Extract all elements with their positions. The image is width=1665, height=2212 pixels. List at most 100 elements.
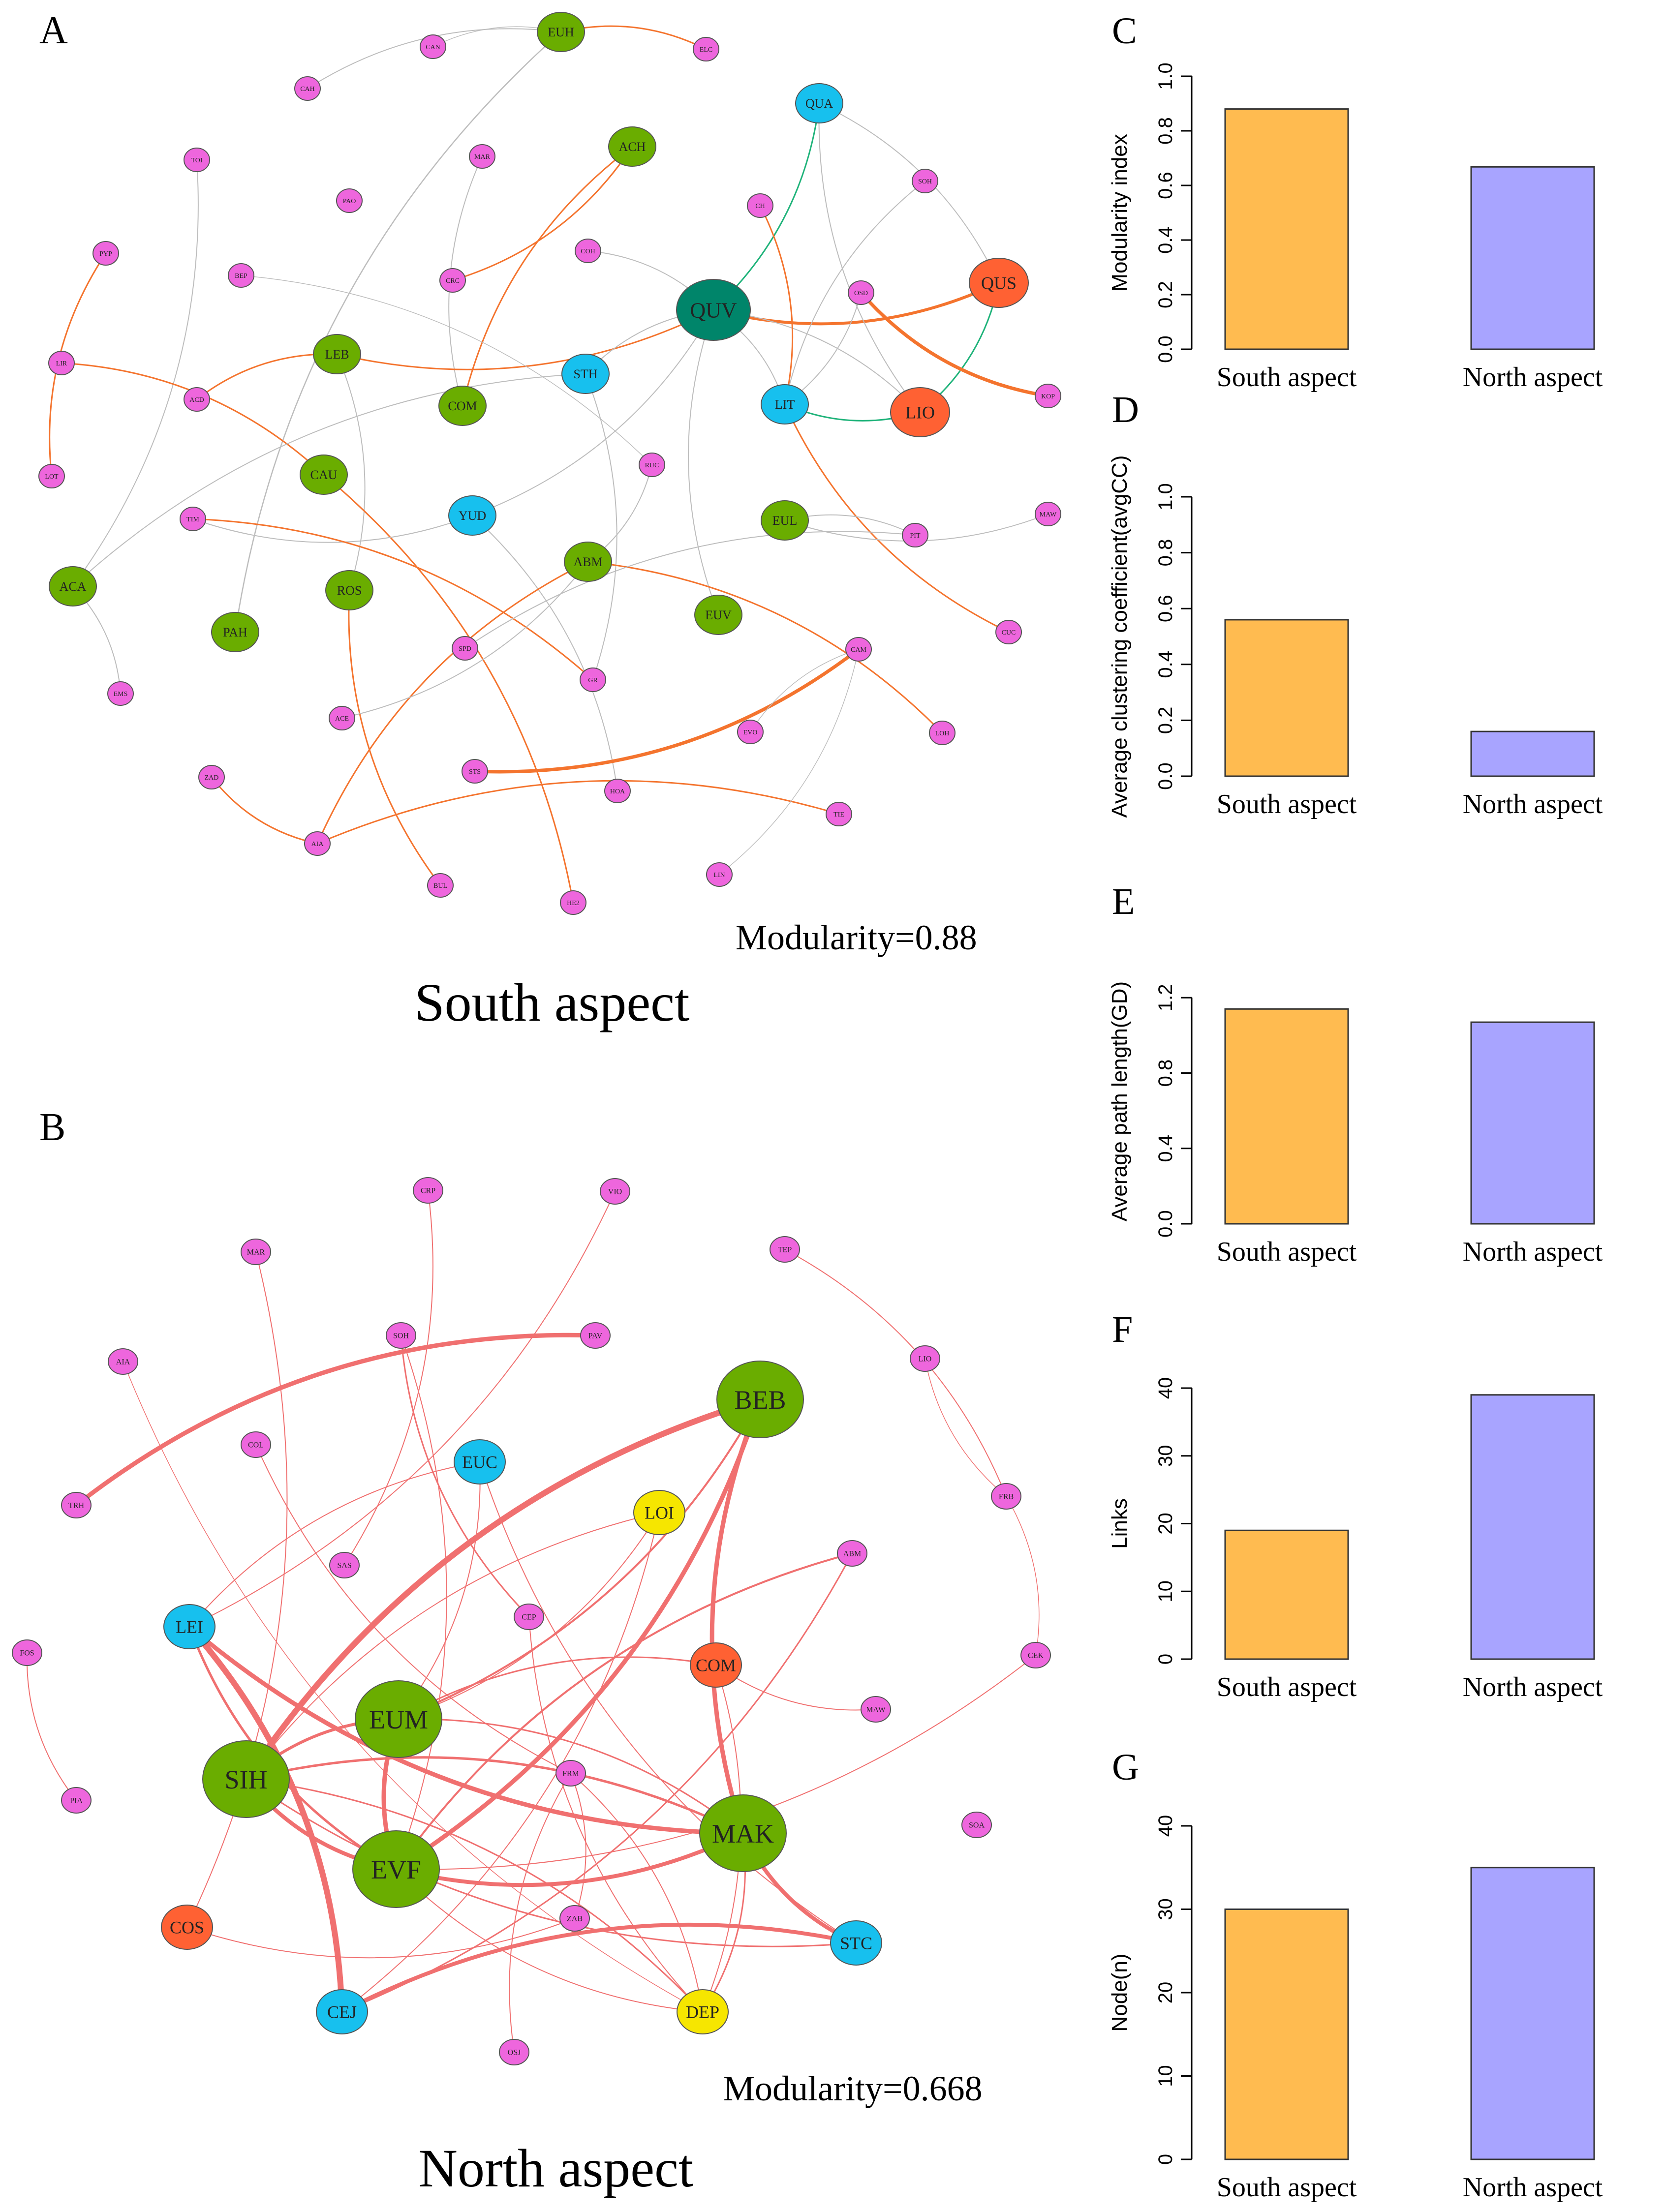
- node-label: YUD: [459, 509, 486, 523]
- panel-letter-f: F: [1112, 1309, 1133, 1350]
- node-label: DEP: [686, 2002, 719, 2022]
- node-fos: FOS: [12, 1639, 42, 1666]
- x-category-label: South aspect: [1217, 789, 1357, 819]
- node-label: AIA: [116, 1358, 130, 1366]
- node-pit: PIT: [902, 523, 928, 547]
- node-label: ACA: [60, 579, 87, 594]
- node-evo: EVO: [737, 720, 764, 744]
- node-bul: BUL: [427, 873, 454, 898]
- panel-letter-a: A: [39, 9, 68, 52]
- node-label: FRM: [562, 1770, 579, 1778]
- edge-cau-he2: [323, 474, 574, 903]
- node-circle: [676, 279, 751, 341]
- node-coh: COH: [575, 239, 601, 263]
- edge-soh-cep: [400, 1335, 530, 1618]
- edge-lio-frb: [925, 1358, 1007, 1497]
- node-label: RUC: [645, 462, 659, 469]
- edge-sth-gr: [585, 373, 617, 680]
- edge-zad-aia: [211, 777, 318, 845]
- node-circle: [690, 1642, 742, 1688]
- node-osj: OSJ: [499, 2039, 529, 2065]
- node-cek: CEK: [1020, 1642, 1051, 1668]
- node-circle: [561, 354, 610, 394]
- x-category-label: North aspect: [1463, 1672, 1603, 1702]
- node-label: FOS: [20, 1649, 34, 1658]
- node-lio: LIO: [910, 1345, 940, 1372]
- y-axis-label: Modularity index: [1108, 134, 1132, 291]
- node-cej: CEJ: [316, 1989, 368, 2034]
- node-circle: [564, 542, 612, 582]
- node-circle: [716, 1361, 804, 1438]
- node-circle: [107, 681, 134, 706]
- north-network-nodes: CRP VIO MAR TEP SOH PAV AIA LIO BEB COL EUC LOI FRB T…: [12, 1177, 1051, 2065]
- node-circle: [694, 595, 742, 635]
- node-circle: [499, 2039, 529, 2065]
- node-label: TIE: [833, 811, 844, 818]
- node-circle: [693, 37, 719, 61]
- node-label: QUV: [690, 298, 737, 322]
- edge-tim-yud: [192, 515, 473, 543]
- y-tick-label: 0.4: [1155, 1135, 1176, 1162]
- edge-tim-gr: [192, 518, 593, 681]
- y-tick-label: 0: [1155, 2154, 1176, 2165]
- node-circle: [995, 620, 1022, 644]
- node-circle: [845, 637, 872, 662]
- y-tick-label: 1.2: [1155, 984, 1176, 1012]
- node-label: TOI: [191, 157, 202, 164]
- edge-euh-pah: [234, 31, 561, 633]
- edge-lei-cej: [187, 1625, 345, 2012]
- node-vio: VIO: [600, 1178, 630, 1205]
- node-maw: MAW: [861, 1696, 891, 1723]
- node-circle: [336, 188, 363, 213]
- node-circle: [454, 1439, 506, 1485]
- node-circle: [890, 387, 950, 437]
- bar-chart-c: 0.0 0.2 0.4 0.6 0.8 1.0 Modularity index South …: [1108, 62, 1603, 393]
- node-ace: ACE: [329, 706, 355, 730]
- node-pah: PAH: [211, 612, 259, 652]
- y-tick-label: 0.4: [1155, 651, 1176, 678]
- edge-yud-hoa: [472, 515, 618, 791]
- node-label: LEI: [176, 1617, 203, 1637]
- x-category-label: South aspect: [1217, 362, 1357, 393]
- node-label: EUC: [462, 1453, 497, 1472]
- node-label: SPD: [459, 645, 471, 653]
- y-tick-label: 0.6: [1155, 172, 1176, 199]
- node-mak: MAK: [699, 1794, 787, 1872]
- south-aspect-network: EUH CAN CAH ELC QUA ACH MAR TOI PAO CH SOH PYP BEP CO…: [38, 12, 1061, 915]
- node-circle: [1035, 502, 1061, 526]
- edge-frm-zab: [570, 1773, 586, 1919]
- node-circle: [198, 765, 225, 789]
- node-label: CUC: [1002, 629, 1016, 636]
- node-circle: [737, 720, 764, 744]
- edge-cam-sts: [474, 648, 860, 774]
- x-category-label: North aspect: [1463, 1237, 1603, 1267]
- node-label: PAV: [588, 1332, 603, 1340]
- node-label: COM: [448, 399, 477, 413]
- node-circle: [241, 1431, 271, 1458]
- node-label: OSJ: [508, 2049, 521, 2057]
- node-circle: [514, 1604, 544, 1630]
- bar-north-aspect: [1470, 730, 1595, 777]
- edge-lit-cuc: [784, 404, 1009, 633]
- node-label: EUH: [548, 25, 574, 39]
- node-label: FRB: [999, 1493, 1014, 1501]
- node-circle: [575, 239, 601, 263]
- edge-sas-crp: [344, 1190, 433, 1566]
- node-label: STC: [840, 1934, 872, 1953]
- node-circle: [448, 495, 496, 536]
- node-label: LIO: [919, 1355, 932, 1364]
- node-euh: EUH: [537, 12, 585, 52]
- y-tick-label: 10: [1155, 2065, 1176, 2087]
- edge-frm-dep: [570, 1773, 703, 2012]
- y-tick-label: 40: [1155, 1815, 1176, 1837]
- edge-beb-mak: [709, 1398, 763, 1834]
- node-circle: [559, 1905, 590, 1932]
- edge-ch-lit: [759, 205, 794, 405]
- node-circle: [49, 566, 97, 606]
- x-category-label: North aspect: [1463, 2172, 1603, 2203]
- y-tick-label: 30: [1155, 1445, 1176, 1467]
- node-circle: [608, 126, 656, 167]
- y-tick-label: 20: [1155, 1982, 1176, 2004]
- edge-sth-aca: [72, 373, 586, 587]
- edge-abm-loh: [587, 561, 943, 734]
